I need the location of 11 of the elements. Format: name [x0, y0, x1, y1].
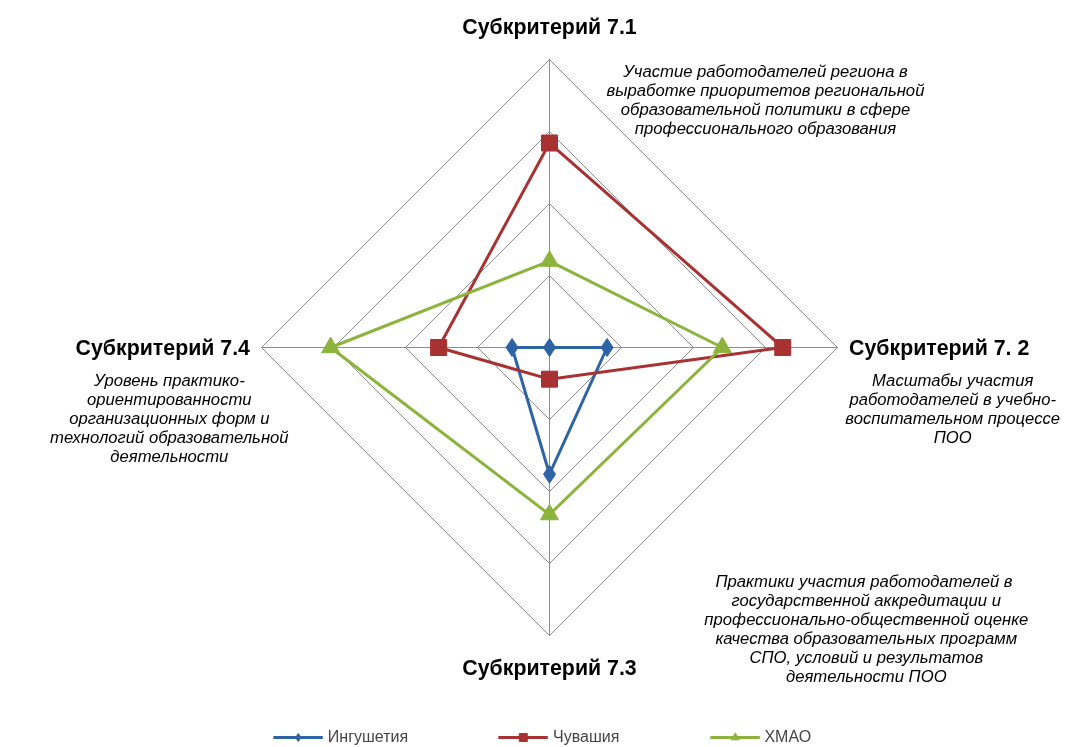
legend-label: ХМАО	[764, 728, 812, 746]
spoke-label: Субкритерий 7.3	[462, 655, 637, 680]
spoke-label: Субкритерий 7.1	[462, 15, 637, 40]
spoke-label: Субкритерий 7. 2	[849, 335, 1030, 360]
text: Практики участия работодателей в государственной аккредитации и профессионально-общественной оценке качества образовательных программ СПО, условий и результатов деятельности ПОО	[704, 572, 1029, 687]
legend-label: Ингушетия	[327, 728, 409, 746]
spoke-label: Субкритерий 7.4	[75, 335, 251, 360]
text: Участие работодателей региона в выработке приоритетов региональной образовательной политики в сфере профессионального образования	[606, 62, 925, 139]
text: Масштабы участия работодателей в учебно- воспитательном процессе ПОО	[845, 370, 1061, 447]
text: Уровень практико- ориентированности организационных форм и технологий образовательной деятельности	[50, 370, 289, 466]
legend-label: Чувашия	[553, 728, 620, 746]
